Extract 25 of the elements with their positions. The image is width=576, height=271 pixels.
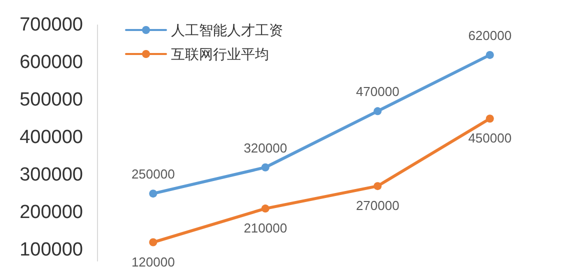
y-tick-label: 500000 — [20, 89, 83, 110]
y-tick-label: 300000 — [20, 164, 83, 186]
legend-label: 人工智能人才工资 — [171, 22, 283, 38]
y-tick-label: 200000 — [20, 202, 83, 223]
point — [374, 107, 382, 116]
data-label: 320000 — [244, 140, 288, 156]
point — [261, 204, 270, 213]
data-label: 620000 — [468, 28, 512, 43]
data-label: 250000 — [131, 166, 175, 182]
point — [486, 50, 494, 59]
data-label: 270000 — [356, 198, 400, 214]
y-tick-label: 600000 — [20, 52, 83, 73]
y-tick-label: 100000 — [20, 239, 83, 260]
y-tick-label: 700000 — [20, 14, 83, 36]
data-label: 120000 — [131, 254, 175, 270]
y-tick-label: 400000 — [20, 126, 83, 148]
legend-label: 互联网行业平均 — [171, 46, 269, 62]
point — [374, 182, 382, 190]
point — [149, 190, 158, 198]
data-label: 450000 — [468, 130, 512, 146]
data-label: 470000 — [356, 84, 400, 100]
point — [486, 114, 494, 123]
point — [261, 163, 270, 172]
point — [149, 238, 158, 246]
data-label: 210000 — [244, 220, 288, 236]
